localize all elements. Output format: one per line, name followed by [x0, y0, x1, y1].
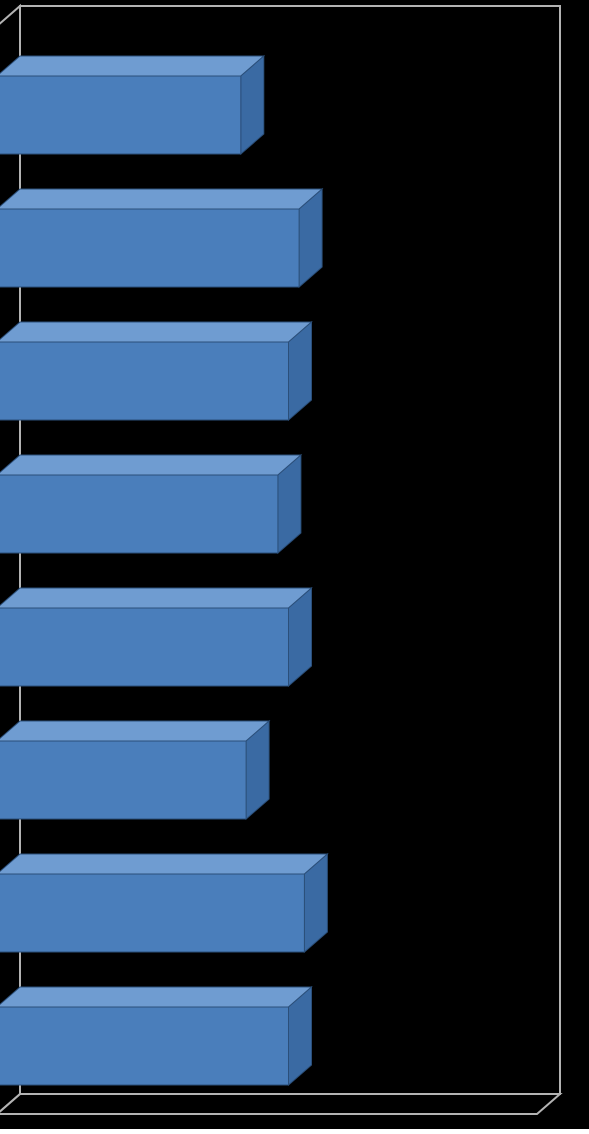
- bar-top: [0, 588, 312, 608]
- bar-top: [0, 56, 264, 76]
- chart-canvas: [0, 0, 589, 1129]
- bar-0: [0, 987, 312, 1085]
- bar-front: [0, 874, 304, 952]
- bar-front: [0, 608, 289, 686]
- bar-6: [0, 189, 322, 287]
- bar-3: [0, 588, 312, 686]
- bar-front: [0, 475, 278, 553]
- bar-2: [0, 721, 269, 819]
- bar-5: [0, 322, 312, 420]
- bar-top: [0, 721, 269, 741]
- bar-top: [0, 455, 301, 475]
- bar-7: [0, 56, 264, 154]
- bar-front: [0, 342, 289, 420]
- bar-top: [0, 854, 327, 874]
- bar-front: [0, 76, 241, 154]
- bar-4: [0, 455, 301, 553]
- bar-front: [0, 741, 246, 819]
- bar-front: [0, 209, 299, 287]
- bar-top: [0, 322, 312, 342]
- bar-chart-3d: [0, 0, 589, 1129]
- bar-1: [0, 854, 327, 952]
- chart-background: [0, 0, 589, 1129]
- bar-front: [0, 1007, 289, 1085]
- bar-top: [0, 987, 312, 1007]
- bar-top: [0, 189, 322, 209]
